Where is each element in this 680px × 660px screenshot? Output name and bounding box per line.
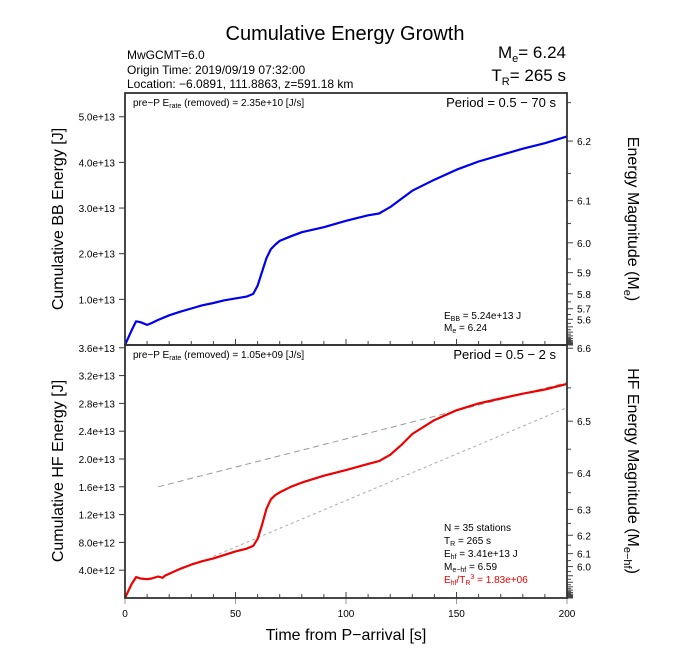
chart-title: Cumulative Energy Growth — [226, 23, 465, 45]
left-y-tick-label: 2.0e+13 — [79, 455, 116, 466]
right-mag-tick-label: 6.2 — [577, 137, 591, 148]
header-me: Me= 6.24 — [498, 43, 566, 65]
bb-energy-curve — [123, 135, 568, 346]
left-y-tick-label: 5.0e+13 — [79, 113, 116, 124]
header-origin-time: Origin Time: 2019/09/19 07:32:00 — [127, 63, 305, 77]
right-mag-tick-label: 6.3 — [577, 505, 591, 516]
hf-energy-panel: 4.0e+12 8.0e+12 1.2e+13 1.6e+13 2.0e+13 2.4e+… — [50, 344, 641, 644]
header-tr: TR= 265 s — [491, 66, 566, 88]
tr-annotation: TR = 265 s — [444, 536, 491, 548]
me-annotation: Me = 6.24 — [444, 323, 488, 335]
top-period-label: Period = 0.5 − 70 s — [446, 95, 556, 110]
right-mag-tick-label: 5.9 — [577, 269, 591, 280]
bottom-panel-frame — [124, 344, 568, 599]
lower-dashed-fit-line — [213, 407, 568, 557]
header-mw: MwGCMT=6.0 — [127, 48, 205, 62]
right-mag-tick-label: 5.6 — [577, 315, 591, 326]
left-y-tick-label: 4.0e+13 — [79, 158, 116, 169]
right-mag-tick-label: 6.1 — [577, 197, 591, 208]
top-right-axis-label: Energy Magnitude (Me) — [621, 137, 641, 301]
right-mag-tick-label: 5.7 — [577, 305, 591, 316]
right-mag-tick-label: 6.5 — [577, 417, 591, 428]
left-y-tick-label: 2.4e+13 — [79, 427, 116, 438]
left-y-tick-label: 2.0e+13 — [79, 250, 116, 261]
top-panel-frame — [124, 92, 568, 346]
x-axis-label: Time from P−arrival [s] — [266, 627, 427, 644]
right-mag-tick-label: 6.4 — [577, 469, 591, 480]
left-y-tick-label: 2.8e+13 — [79, 399, 116, 410]
bottom-period-label: Period = 0.5 − 2 s — [453, 347, 556, 362]
hf-energy-curve — [124, 382, 568, 599]
right-mag-tick-label: 6.2 — [577, 531, 591, 542]
x-tick-label: 50 — [230, 609, 242, 620]
left-y-tick-label: 3.6e+13 — [79, 344, 116, 355]
n-stations-annotation: N = 35 stations — [444, 523, 511, 534]
right-mag-tick-label: 6.6 — [577, 344, 591, 355]
left-y-tick-label: 3.2e+13 — [79, 372, 116, 383]
left-y-tick-label: 1.2e+13 — [79, 511, 116, 522]
x-tick-label: 200 — [559, 609, 576, 620]
right-mag-tick-label: 6.0 — [577, 239, 591, 250]
x-tick-label: 100 — [338, 609, 355, 620]
left-y-tick-label: 1.6e+13 — [79, 483, 116, 494]
bottom-prep-note: pre−P Erate (removed) = 1.05e+09 [J/s] — [133, 350, 304, 362]
right-mag-tick-label: 6.0 — [577, 563, 591, 574]
top-prep-note: pre−P Erate (removed) = 2.35e+10 [J/s] — [133, 98, 304, 110]
left-y-tick-label: 4.0e+12 — [79, 566, 116, 577]
top-y-axis-label: Cumulative BB Energy [J] — [50, 128, 67, 310]
ehf-tr3-ratio-annotation: Ehf/TR3 = 1.83e+06 — [444, 574, 528, 587]
header-location: Location: −6.0891, 111.8863, z=591.18 km — [127, 77, 353, 91]
ehf-annotation: Ehf = 3.41e+13 J — [444, 549, 518, 561]
bottom-right-axis-label: HF Energy Magnitude (Me−hf) — [621, 368, 641, 574]
bb-energy-panel: 1.0e+132.0e+133.0e+134.0e+135.0e+135.65.… — [50, 92, 641, 346]
right-mag-tick-label: 6.1 — [577, 550, 591, 561]
ebb-annotation: EBB = 5.24e+13 J — [444, 311, 521, 323]
left-y-tick-label: 1.0e+13 — [79, 295, 116, 306]
bottom-y-axis-label: Cumulative HF Energy [J] — [50, 380, 67, 562]
x-tick-label: 0 — [122, 609, 128, 620]
x-tick-label: 150 — [448, 609, 465, 620]
right-mag-tick-label: 5.8 — [577, 290, 591, 301]
left-y-tick-label: 3.0e+13 — [79, 204, 116, 215]
mehf-annotation: Me−hf = 6.59 — [444, 562, 497, 574]
left-y-tick-label: 8.0e+12 — [79, 538, 116, 549]
